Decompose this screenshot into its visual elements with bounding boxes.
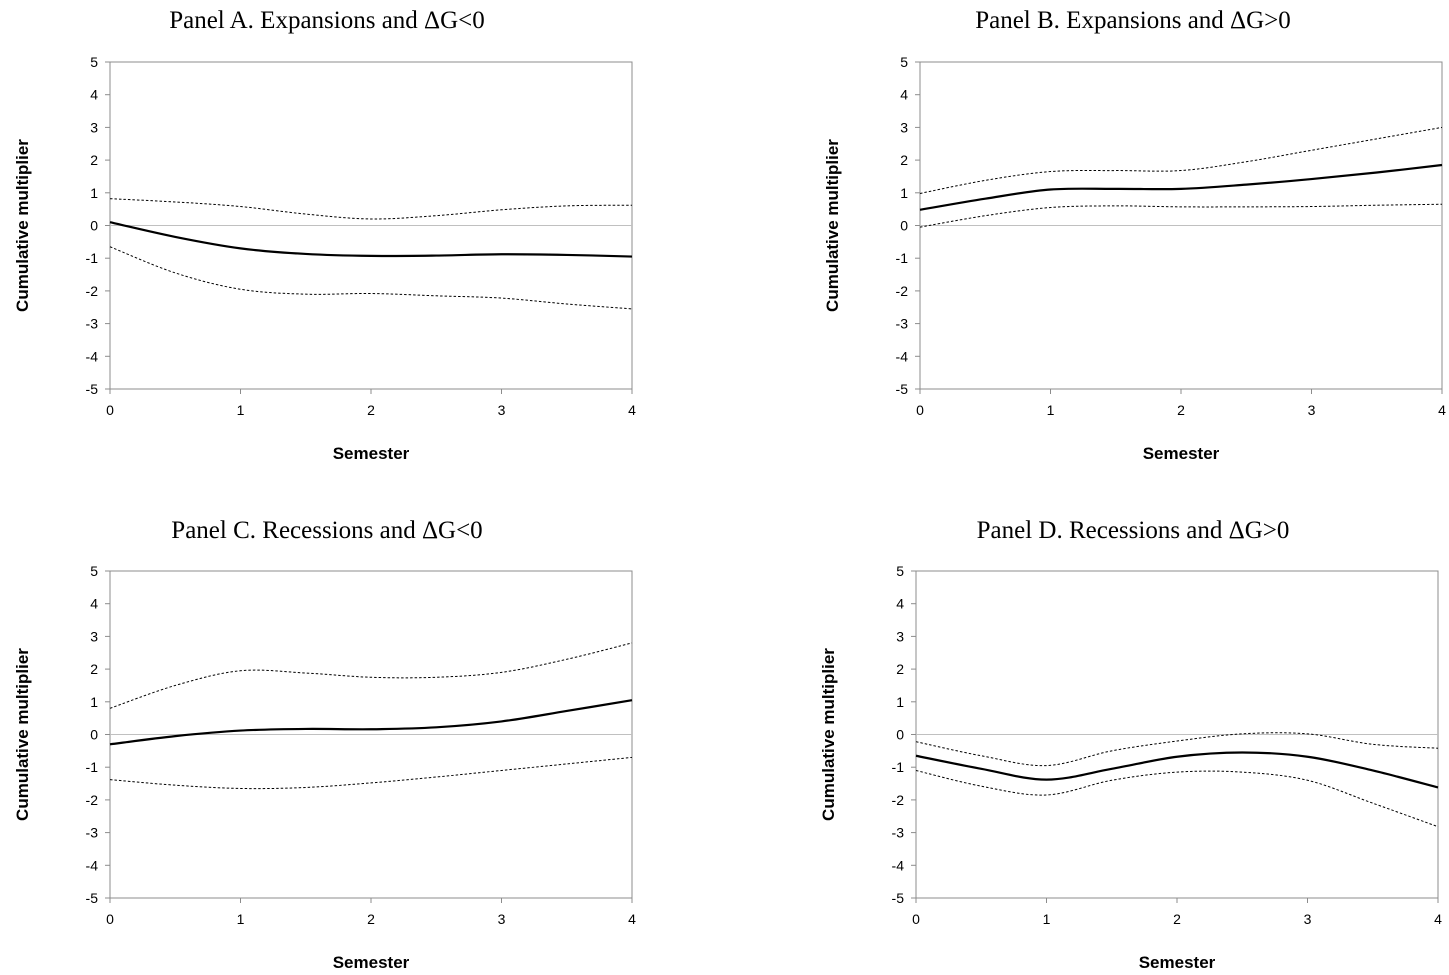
x-tick-label: 2 [367, 402, 375, 418]
y-axis-label: Cumulative multiplier [819, 648, 838, 821]
y-tick-label: -4 [892, 857, 905, 873]
y-tick-label: 1 [896, 694, 904, 710]
y-tick-label: -4 [86, 348, 99, 364]
y-axis-label: Cumulative multiplier [823, 139, 842, 312]
estimate-line [915, 751, 1439, 789]
x-axis-label: Semester [333, 444, 410, 463]
y-tick-label: 4 [90, 596, 98, 612]
y-tick-label: -4 [86, 857, 99, 873]
y-tick-label: 2 [896, 661, 904, 677]
lower-band-line [919, 203, 1443, 228]
y-tick-label: 5 [896, 563, 904, 579]
y-tick-label: 0 [90, 218, 98, 234]
upper-band-line [915, 732, 1439, 767]
y-tick-label: -1 [86, 759, 99, 775]
y-tick-label: -5 [86, 381, 99, 397]
y-tick-label: -3 [896, 316, 909, 332]
x-axis-label: Semester [333, 953, 410, 972]
y-tick-label: 1 [90, 185, 98, 201]
panel-b: Panel B. Expansions and ΔG>0 5 4 3 2 1 0 -1 -2 -3… [823, 7, 1446, 463]
y-tick-label: 5 [90, 563, 98, 579]
panel-c: Panel C. Recessions and ΔG<0 5 4 3 2 1 0 -1 -2 -3… [13, 517, 636, 972]
x-tick-label: 1 [237, 402, 245, 418]
x-tick-label: 4 [628, 911, 636, 927]
y-tick-label: 1 [900, 185, 908, 201]
x-tick-label: 4 [1438, 402, 1446, 418]
x-tick-label: 4 [1434, 911, 1442, 927]
estimate-line [109, 221, 633, 258]
y-tick-label: 2 [90, 661, 98, 677]
y-tick-label: -1 [86, 250, 99, 266]
y-tick-label: -2 [86, 283, 99, 299]
lower-band-line [109, 756, 633, 790]
y-tick-label: 5 [900, 54, 908, 70]
y-tick-label: 3 [900, 119, 908, 135]
y-tick-label: 0 [900, 218, 908, 234]
y-tick-label: -1 [896, 250, 909, 266]
y-tick-label: 3 [896, 628, 904, 644]
y-tick-label: -3 [86, 316, 99, 332]
y-tick-label: -5 [86, 890, 99, 906]
y-tick-label: 0 [90, 727, 98, 743]
panel-d: Panel D. Recessions and ΔG>0 5 4 3 2 1 0 -1 -2 -3… [819, 517, 1442, 972]
x-tick-label: 2 [1173, 911, 1181, 927]
y-tick-label: -1 [892, 759, 905, 775]
y-tick-label: 4 [900, 87, 908, 103]
x-tick-label: 3 [1308, 402, 1316, 418]
panel-b-title: Panel B. Expansions and ΔG>0 [975, 7, 1291, 34]
y-tick-label: -4 [896, 348, 909, 364]
y-tick-label: -5 [896, 381, 909, 397]
x-axis-label: Semester [1143, 444, 1220, 463]
x-tick-label: 0 [912, 911, 920, 927]
x-tick-label: 2 [367, 911, 375, 927]
upper-band-line [109, 198, 633, 220]
upper-band-line [919, 126, 1443, 194]
y-tick-label: -3 [892, 825, 905, 841]
y-tick-label: 5 [90, 54, 98, 70]
y-tick-label: -2 [86, 792, 99, 808]
panel-a-title: Panel A. Expansions and ΔG<0 [169, 7, 485, 34]
y-tick-label: 2 [90, 152, 98, 168]
x-tick-label: 1 [1047, 402, 1055, 418]
x-tick-label: 2 [1177, 402, 1185, 418]
x-tick-label: 0 [106, 911, 114, 927]
estimate-line [109, 699, 633, 746]
x-tick-label: 4 [628, 402, 636, 418]
x-tick-label: 1 [237, 911, 245, 927]
estimate-line [919, 163, 1443, 211]
y-tick-label: -3 [86, 825, 99, 841]
y-axis-label: Cumulative multiplier [13, 139, 32, 312]
panel-c-title: Panel C. Recessions and ΔG<0 [171, 517, 482, 544]
y-tick-label: -2 [892, 792, 905, 808]
upper-band-line [109, 642, 633, 709]
y-tick-label: 4 [90, 87, 98, 103]
panel-d-title: Panel D. Recessions and ΔG>0 [977, 517, 1290, 544]
x-tick-label: 1 [1043, 911, 1051, 927]
x-tick-label: 3 [1304, 911, 1312, 927]
y-tick-label: 3 [90, 119, 98, 135]
x-axis-label: Semester [1139, 953, 1216, 972]
panel-a: Panel A. Expansions and ΔG<0 5 4 3 2 1 0 -1 -2 -3… [13, 7, 636, 463]
y-axis-label: Cumulative multiplier [13, 648, 32, 821]
y-tick-label: 1 [90, 694, 98, 710]
y-tick-label: 0 [896, 727, 904, 743]
x-tick-label: 3 [498, 402, 506, 418]
y-tick-label: 3 [90, 628, 98, 644]
x-tick-label: 0 [916, 402, 924, 418]
y-tick-label: -5 [892, 890, 905, 906]
x-tick-label: 0 [106, 402, 114, 418]
lower-band-line [915, 769, 1439, 828]
y-tick-label: -2 [896, 283, 909, 299]
x-tick-label: 3 [498, 911, 506, 927]
y-tick-label: 4 [896, 596, 904, 612]
y-tick-label: 2 [900, 152, 908, 168]
lower-band-line [109, 246, 633, 310]
